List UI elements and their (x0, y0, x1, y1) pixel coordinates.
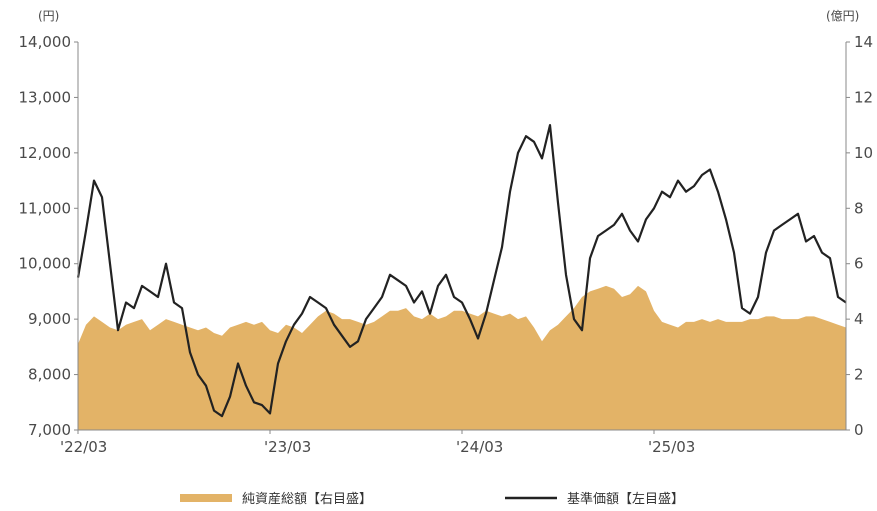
net-assets-area-layer (78, 285, 846, 430)
x-tick-label: '24/03 (456, 438, 503, 456)
x-tick-label: '22/03 (60, 438, 107, 456)
legend-swatch-net-assets (180, 494, 232, 502)
left-axis-ticks: 7,000 8,000 9,000 10,000 11,000 12,000 13,000 1… (19, 33, 78, 439)
right-tick-label: 6 (854, 255, 864, 273)
left-axis-unit: (円) (38, 9, 59, 23)
legend-label-nav: 基準価額【左目盛】 (567, 491, 684, 507)
right-tick-label: 4 (854, 310, 864, 328)
right-axis-ticks: 0 2 4 6 8 10 12 14 (846, 33, 873, 439)
x-tick-label: '23/03 (264, 438, 311, 456)
nav-line-layer (76, 123, 847, 418)
right-tick-label: 14 (854, 33, 873, 51)
right-tick-label: 2 (854, 366, 864, 384)
left-tick-label: 10,000 (19, 255, 72, 273)
right-tick-label: 8 (854, 199, 864, 217)
right-tick-label: 12 (854, 88, 873, 106)
left-tick-label: 12,000 (19, 144, 72, 162)
legend: 純資産総額【右目盛】 基準価額【左目盛】 (180, 491, 684, 507)
left-tick-label: 9,000 (28, 310, 71, 328)
x-axis-ticks: '22/03 '23/03 '24/03 '25/03 (60, 430, 695, 456)
left-tick-label: 14,000 (19, 33, 72, 51)
left-tick-label: 8,000 (28, 366, 71, 384)
left-tick-label: 7,000 (28, 421, 71, 439)
right-tick-label: 0 (854, 421, 864, 439)
left-tick-label: 13,000 (19, 88, 72, 106)
nav-line (76, 123, 847, 418)
legend-label-net-assets: 純資産総額【右目盛】 (242, 491, 372, 507)
right-tick-label: 10 (854, 144, 873, 162)
left-tick-label: 11,000 (19, 199, 72, 217)
right-axis-unit: (億円) (826, 9, 859, 23)
x-tick-label: '25/03 (648, 438, 695, 456)
net-assets-area (78, 285, 846, 430)
